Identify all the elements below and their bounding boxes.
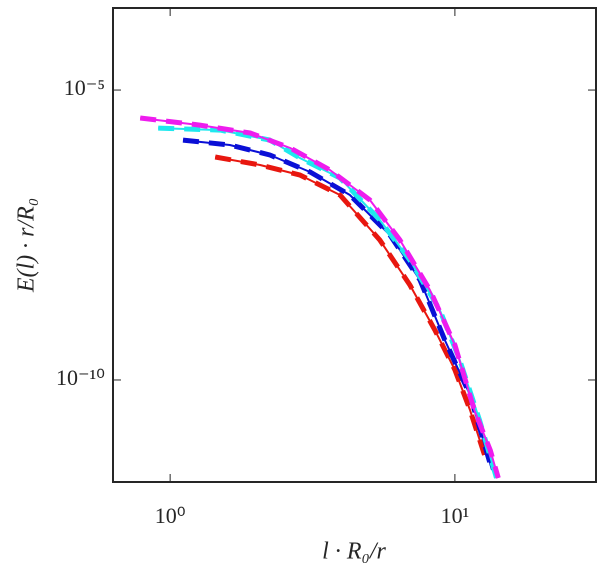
- series-dashes: [139, 115, 501, 479]
- series-dashes: [214, 154, 487, 456]
- series-dashes: [182, 137, 495, 471]
- x-tick-label: 10¹: [441, 503, 470, 528]
- series-line: [140, 117, 500, 479]
- series-line: [158, 127, 498, 479]
- series-dashes: [158, 125, 499, 479]
- y-tick-label: 10⁻¹⁰: [56, 365, 105, 390]
- plot-frame: [112, 7, 597, 483]
- x-axis-label: l · R₀/r: [322, 539, 386, 565]
- x-tick-label: 10⁰: [155, 503, 186, 528]
- series-line: [215, 156, 486, 456]
- y-axis-label: E(l) · r/R₀: [14, 198, 40, 293]
- y-tick-label: 10⁻⁵: [64, 75, 105, 100]
